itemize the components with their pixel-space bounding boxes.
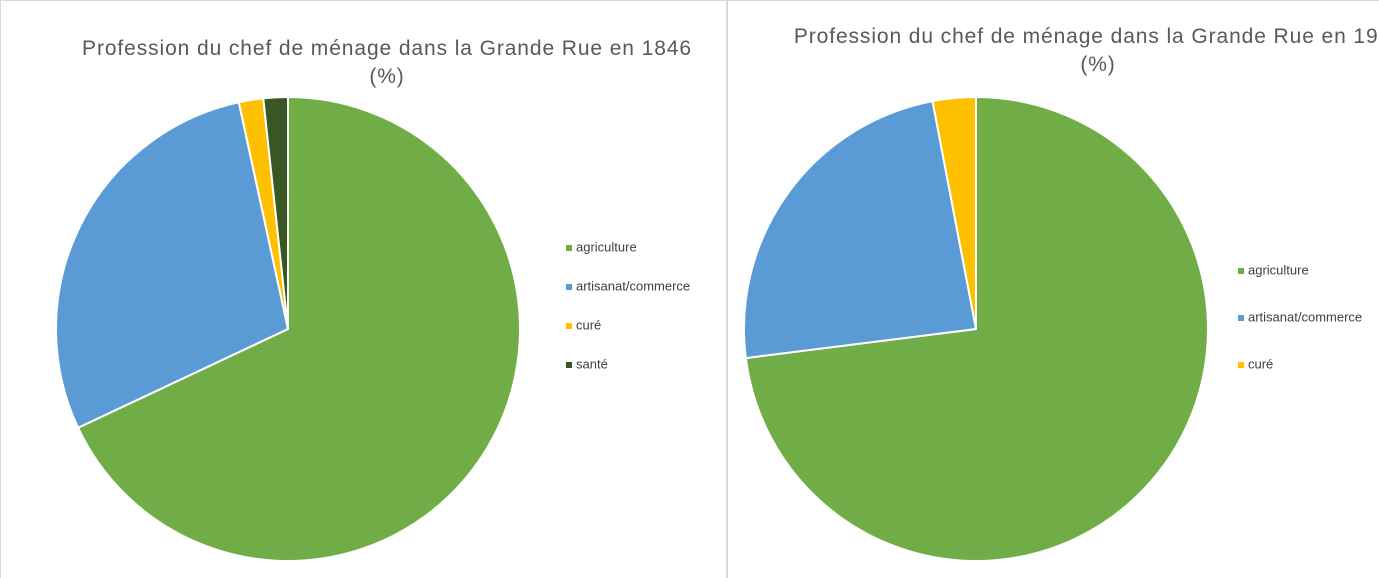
chart: agriculture artisanat/commerce curé xyxy=(743,95,1362,562)
legend-swatch xyxy=(566,245,572,251)
legend-swatch xyxy=(566,323,572,329)
legend-swatch xyxy=(566,362,572,368)
pie-slice xyxy=(55,101,290,430)
chart: agriculture artisanat/commerce curé santé xyxy=(55,95,690,562)
chart-panel: agriculture artisanat/commerce curé Profes… xyxy=(727,0,1379,578)
legend-label: santé xyxy=(576,356,608,371)
pie-slice xyxy=(76,95,521,562)
pie-slice xyxy=(931,95,977,330)
chart-panel: agriculture artisanat/commerce curé santé P… xyxy=(0,0,727,578)
legend-swatch xyxy=(566,284,572,290)
legend-label: artisanat/commerce xyxy=(576,278,690,293)
pie-slice xyxy=(262,95,289,330)
legend-label: agriculture xyxy=(576,239,637,254)
legend-label: curé xyxy=(1248,356,1273,371)
chart-title: Profession du chef de ménage dans la Gra… xyxy=(793,25,1379,76)
legend-swatch xyxy=(1238,362,1244,368)
legend-swatch xyxy=(1238,268,1244,274)
legend-label: agriculture xyxy=(1248,262,1309,277)
legend-label: curé xyxy=(576,317,601,332)
legend-label: artisanat/commerce xyxy=(1248,309,1362,324)
legend-swatch xyxy=(1238,315,1244,321)
pie-slice xyxy=(743,99,978,360)
chart-title: Profession du chef de ménage dans la Gra… xyxy=(82,37,692,88)
